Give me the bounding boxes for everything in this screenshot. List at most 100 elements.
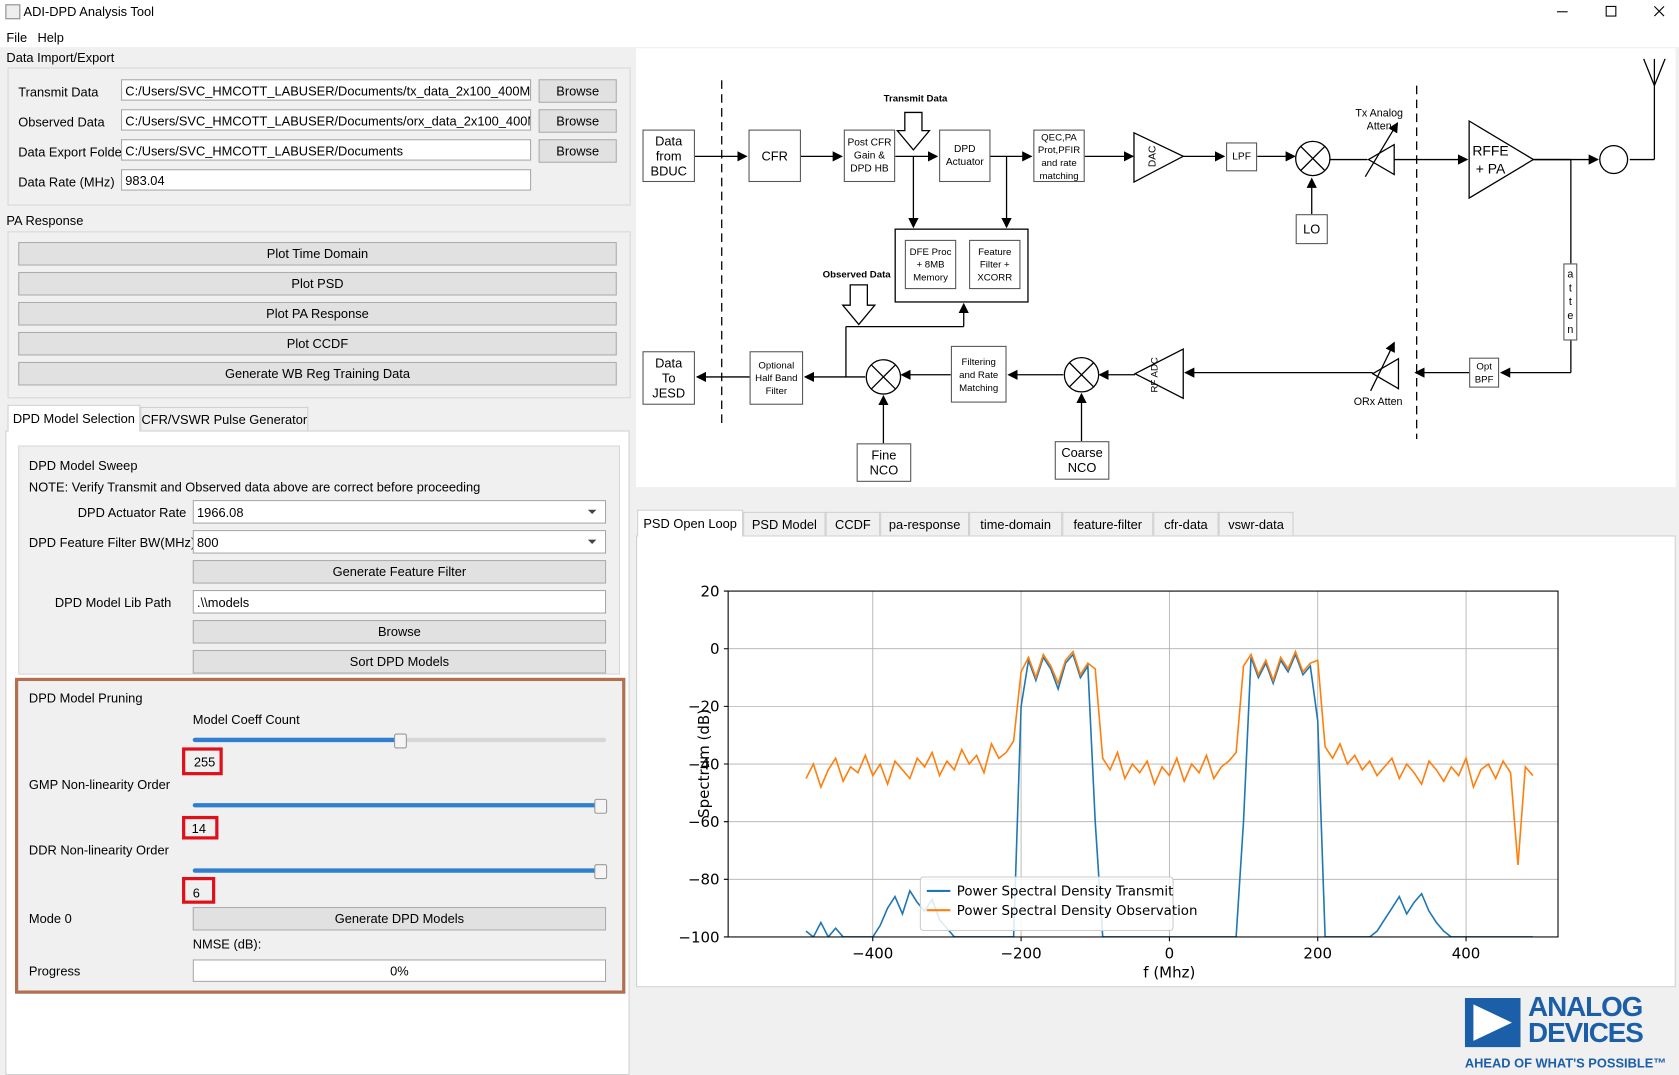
tab[interactable]: CCDF: [826, 512, 881, 536]
slider-fill: [193, 738, 400, 742]
button[interactable]: Generate DPD Models: [193, 907, 606, 931]
x-tick-label: 0: [1165, 944, 1175, 962]
field-label: NMSE (dB):: [193, 937, 262, 952]
legend-label: Power Spectral Density Transmit: [957, 885, 1174, 900]
slider-thumb[interactable]: [594, 799, 607, 814]
field-label: GMP Non-linearity Order: [29, 777, 170, 792]
field-label: Mode 0: [29, 911, 72, 926]
chart: f (Mhz) Spectrum (dB) −100−80−60−40−2002…: [636, 535, 1676, 987]
slider-value: 255: [194, 755, 215, 770]
slider-fill: [193, 803, 600, 807]
button[interactable]: Browse: [539, 139, 617, 163]
button[interactable]: Plot Time Domain: [18, 242, 617, 266]
diagram-label: RFFE + PA: [1465, 139, 1516, 180]
diagram-block: Filtering and Rate Matching: [951, 346, 1007, 403]
field-label: Progress: [29, 964, 80, 979]
diagram-block: a t t e n: [1563, 263, 1577, 340]
combo-box[interactable]: 1966.08: [193, 500, 606, 524]
diagram-block: DFE Proc + 8MB Memory: [905, 240, 956, 289]
y-tick-label: 0: [710, 640, 720, 658]
y-tick-label: −40: [688, 755, 720, 773]
button[interactable]: Sort DPD Models: [193, 650, 606, 674]
diagram-block: Post CFR Gain & DPD HB: [844, 130, 895, 182]
field-label: DDR Non-linearity Order: [29, 843, 169, 858]
diagram-block: QEC,PA Prot,PFIR and rate matching: [1033, 130, 1084, 182]
diagram-block: LO: [1296, 214, 1328, 244]
window-title: ADI-DPD Analysis Tool: [24, 4, 154, 19]
title-bar: [0, 0, 1679, 24]
button[interactable]: Browse: [539, 79, 617, 103]
x-tick-label: −200: [1001, 944, 1042, 962]
text-input[interactable]: C:/Users/SVC_HMCOTT_LABUSER/Documents/tx…: [121, 79, 531, 100]
slider-fill: [193, 868, 600, 872]
x-tick-label: 200: [1303, 944, 1332, 962]
text-input[interactable]: .\\models: [193, 590, 606, 614]
diagram-label: RF ADC: [1144, 353, 1165, 396]
diagram-block: LPF: [1226, 142, 1257, 171]
field-label: Data Rate (MHz): [18, 175, 114, 190]
slider-thumb[interactable]: [394, 733, 407, 748]
logo-text: ANALOG DEVICES: [1528, 994, 1643, 1045]
diagram-label: Tx Analog Atten: [1344, 107, 1415, 135]
button[interactable]: Generate WB Reg Training Data: [18, 362, 617, 386]
text-input[interactable]: C:/Users/SVC_HMCOTT_LABUSER/Documents: [121, 139, 531, 160]
progress-bar: 0%: [193, 959, 606, 981]
button[interactable]: Plot PSD: [18, 272, 617, 296]
combo-box[interactable]: 800: [193, 530, 606, 554]
diagram-block: Data from BDUC: [642, 130, 694, 182]
note: NOTE: Verify Transmit and Observed data …: [29, 480, 480, 495]
slider-thumb[interactable]: [594, 864, 607, 879]
logo-mark: [1465, 998, 1521, 1047]
tab[interactable]: cfr-data: [1153, 512, 1218, 536]
diagram-block: Feature Filter + XCORR: [969, 240, 1020, 289]
y-tick-label: −80: [688, 871, 720, 889]
x-tick-label: −400: [852, 944, 893, 962]
section-title: PA Response: [6, 213, 83, 228]
menu-item[interactable]: File: [6, 30, 27, 45]
field-label: DPD Actuator Rate: [29, 505, 186, 520]
field-label: Data Export Folder: [18, 145, 126, 160]
button[interactable]: Generate Feature Filter: [193, 560, 606, 584]
diagram-label: DAC: [1143, 140, 1164, 172]
legend-label: Power Spectral Density Observation: [957, 904, 1198, 919]
tab[interactable]: vswr-data: [1219, 512, 1294, 536]
tab[interactable]: PSD Model: [743, 512, 825, 536]
x-tick-label: 400: [1452, 944, 1481, 962]
field-label: Observed Data: [18, 115, 104, 130]
tab[interactable]: feature-filter: [1062, 512, 1153, 536]
tab[interactable]: CFR/VSWR Pulse Generator: [140, 407, 308, 431]
window-controls[interactable]: [1542, 0, 1679, 24]
slider-value: 6: [193, 886, 200, 901]
tab[interactable]: time-domain: [969, 512, 1062, 536]
button[interactable]: Plot CCDF: [18, 332, 617, 356]
diagram-label: ORx Atten: [1344, 395, 1413, 410]
button[interactable]: Browse: [193, 620, 606, 644]
diagram-block: CFR: [748, 130, 800, 182]
field-label: DPD Feature Filter BW(MHz): [29, 535, 195, 550]
section-title: Data Import/Export: [6, 50, 114, 65]
y-tick-label: −60: [688, 813, 720, 831]
field-label: Transmit Data: [18, 85, 98, 100]
diagram-block: Opt BPF: [1469, 358, 1499, 388]
button[interactable]: Plot PA Response: [18, 302, 617, 326]
y-tick-label: 20: [700, 582, 719, 600]
field-label: DPD Model Lib Path: [29, 595, 171, 610]
tab[interactable]: pa-response: [880, 512, 969, 536]
field-label: Model Coeff Count: [193, 712, 300, 727]
app-icon: [5, 4, 20, 19]
tab[interactable]: PSD Open Loop: [637, 510, 743, 537]
tab[interactable]: DPD Model Selection: [7, 405, 140, 432]
text-input[interactable]: 983.04: [121, 169, 531, 190]
diagram-block: Fine NCO: [857, 443, 912, 482]
text-input[interactable]: C:/Users/SVC_HMCOTT_LABUSER/Documents/or…: [121, 109, 531, 130]
highlight-box: [15, 678, 625, 994]
button[interactable]: Browse: [539, 109, 617, 133]
slider-value: 14: [192, 821, 206, 836]
diagram-block: Data To JESD: [642, 351, 694, 405]
group-title: DPD Model Pruning: [29, 691, 143, 706]
diagram-label: Transmit Data: [857, 91, 975, 106]
menu-item[interactable]: Help: [37, 30, 63, 45]
block-diagram: [636, 48, 1676, 487]
diagram-block: Coarse NCO: [1055, 441, 1110, 480]
